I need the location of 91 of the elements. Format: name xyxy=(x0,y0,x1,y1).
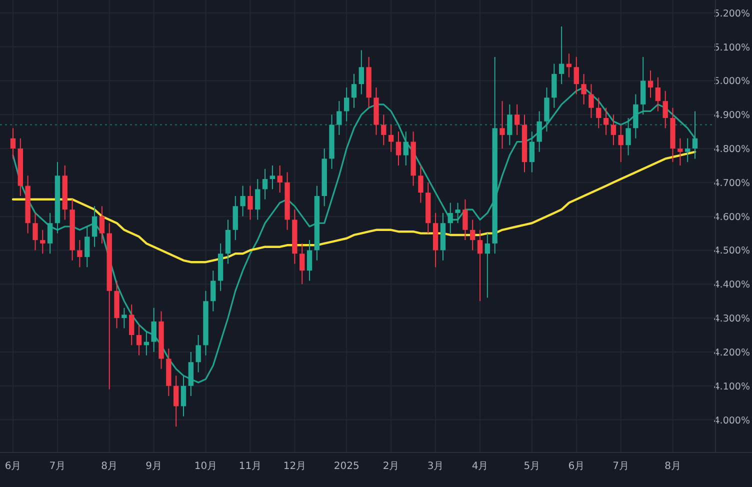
candlestick xyxy=(618,124,624,163)
candlestick xyxy=(477,229,483,302)
candlestick xyxy=(84,226,90,268)
candlestick xyxy=(484,232,490,298)
candlestick xyxy=(136,324,142,356)
candlestick xyxy=(581,73,586,105)
candlestick xyxy=(403,131,408,166)
candlestick xyxy=(306,240,312,282)
y-tick-label: 5.100% xyxy=(714,42,750,54)
x-tick-label: 6月 xyxy=(568,461,585,472)
candlestick xyxy=(610,114,616,146)
y-tick-label: 4.400% xyxy=(714,280,750,291)
x-tick-label: 12月 xyxy=(283,461,306,472)
y-tick-label: 4.600% xyxy=(714,212,750,223)
x-tick-label: 5月 xyxy=(524,461,540,472)
candlestick xyxy=(684,138,690,163)
x-tick-label: 8月 xyxy=(101,461,118,472)
y-tick-label: 5.200% xyxy=(714,8,750,20)
y-tick-label: 4.900% xyxy=(714,110,750,122)
candlestick xyxy=(255,178,260,220)
candlestick xyxy=(626,118,631,156)
candlestick xyxy=(300,242,305,285)
y-tick-label: 4.800% xyxy=(714,144,750,156)
candlestick xyxy=(344,86,350,122)
x-tick-label: 10月 xyxy=(194,461,218,472)
candlestick xyxy=(225,219,231,264)
candlestick xyxy=(262,168,268,200)
candlestick xyxy=(588,84,594,118)
candlestick xyxy=(633,94,638,139)
candlestick xyxy=(552,63,557,108)
candlestick xyxy=(514,104,520,136)
candlestick xyxy=(351,73,357,108)
candlestick xyxy=(32,212,38,251)
y-tick-label: 4.100% xyxy=(714,381,750,392)
x-tick-label: 9月 xyxy=(146,461,162,472)
candlestick xyxy=(196,334,201,373)
candlestick xyxy=(558,26,564,85)
candlestick xyxy=(529,131,535,173)
candlestick xyxy=(270,164,276,190)
candlestick xyxy=(99,206,105,244)
x-tick-label: 11月 xyxy=(238,461,262,472)
candlestick xyxy=(470,219,476,251)
candlestick xyxy=(462,198,468,241)
candlestick xyxy=(566,53,572,78)
x-tick-label: 2025 xyxy=(334,461,360,472)
candlestick xyxy=(358,50,364,95)
candlestick xyxy=(210,270,216,312)
candlestick xyxy=(396,131,402,166)
candlestick xyxy=(40,229,46,254)
candlestick xyxy=(151,307,156,352)
candlestick xyxy=(122,307,127,329)
x-tick-label: 7月 xyxy=(49,461,66,472)
y-tick-label: 4.000% xyxy=(714,415,750,426)
y-tick-label: 4.300% xyxy=(714,314,750,325)
candlestick xyxy=(455,202,460,224)
candlestick xyxy=(381,114,386,146)
candlestick xyxy=(655,76,661,112)
candlestick xyxy=(574,56,579,95)
y-tick-label: 5.000% xyxy=(714,76,750,88)
candlestick xyxy=(248,185,253,220)
candlestick xyxy=(603,107,609,136)
candlestick xyxy=(47,212,53,254)
x-tick-label: 2月 xyxy=(382,461,400,472)
x-tick-label: 7月 xyxy=(612,461,630,472)
candlestick xyxy=(173,375,179,428)
candlestick xyxy=(448,202,453,234)
candlestick xyxy=(77,240,82,268)
candlestick xyxy=(648,70,654,98)
y-tick-label: 4.700% xyxy=(714,178,750,189)
candlestick xyxy=(232,195,238,241)
y-tick-label: 4.200% xyxy=(714,347,750,358)
candlestick xyxy=(92,206,98,248)
x-tick-label: 3月 xyxy=(427,461,444,472)
x-tick-label: 6月 xyxy=(4,461,22,472)
candlestick xyxy=(536,110,542,152)
candlestick xyxy=(662,90,668,129)
candlestick xyxy=(129,304,134,346)
candlestick xyxy=(596,97,602,129)
candlestick xyxy=(678,138,683,166)
line-series xyxy=(12,150,696,264)
candlestick xyxy=(277,164,282,194)
y-tick-label: 4.500% xyxy=(714,246,750,257)
candlestick xyxy=(240,185,246,217)
candlestick xyxy=(507,104,512,146)
candlestick xyxy=(500,100,505,150)
candlestick xyxy=(418,164,424,204)
candlestick xyxy=(388,124,394,152)
x-tick-label: 8月 xyxy=(664,461,681,472)
candlestick xyxy=(336,100,342,136)
x-tick-label: 4月 xyxy=(472,461,488,472)
candlestick xyxy=(10,128,16,160)
